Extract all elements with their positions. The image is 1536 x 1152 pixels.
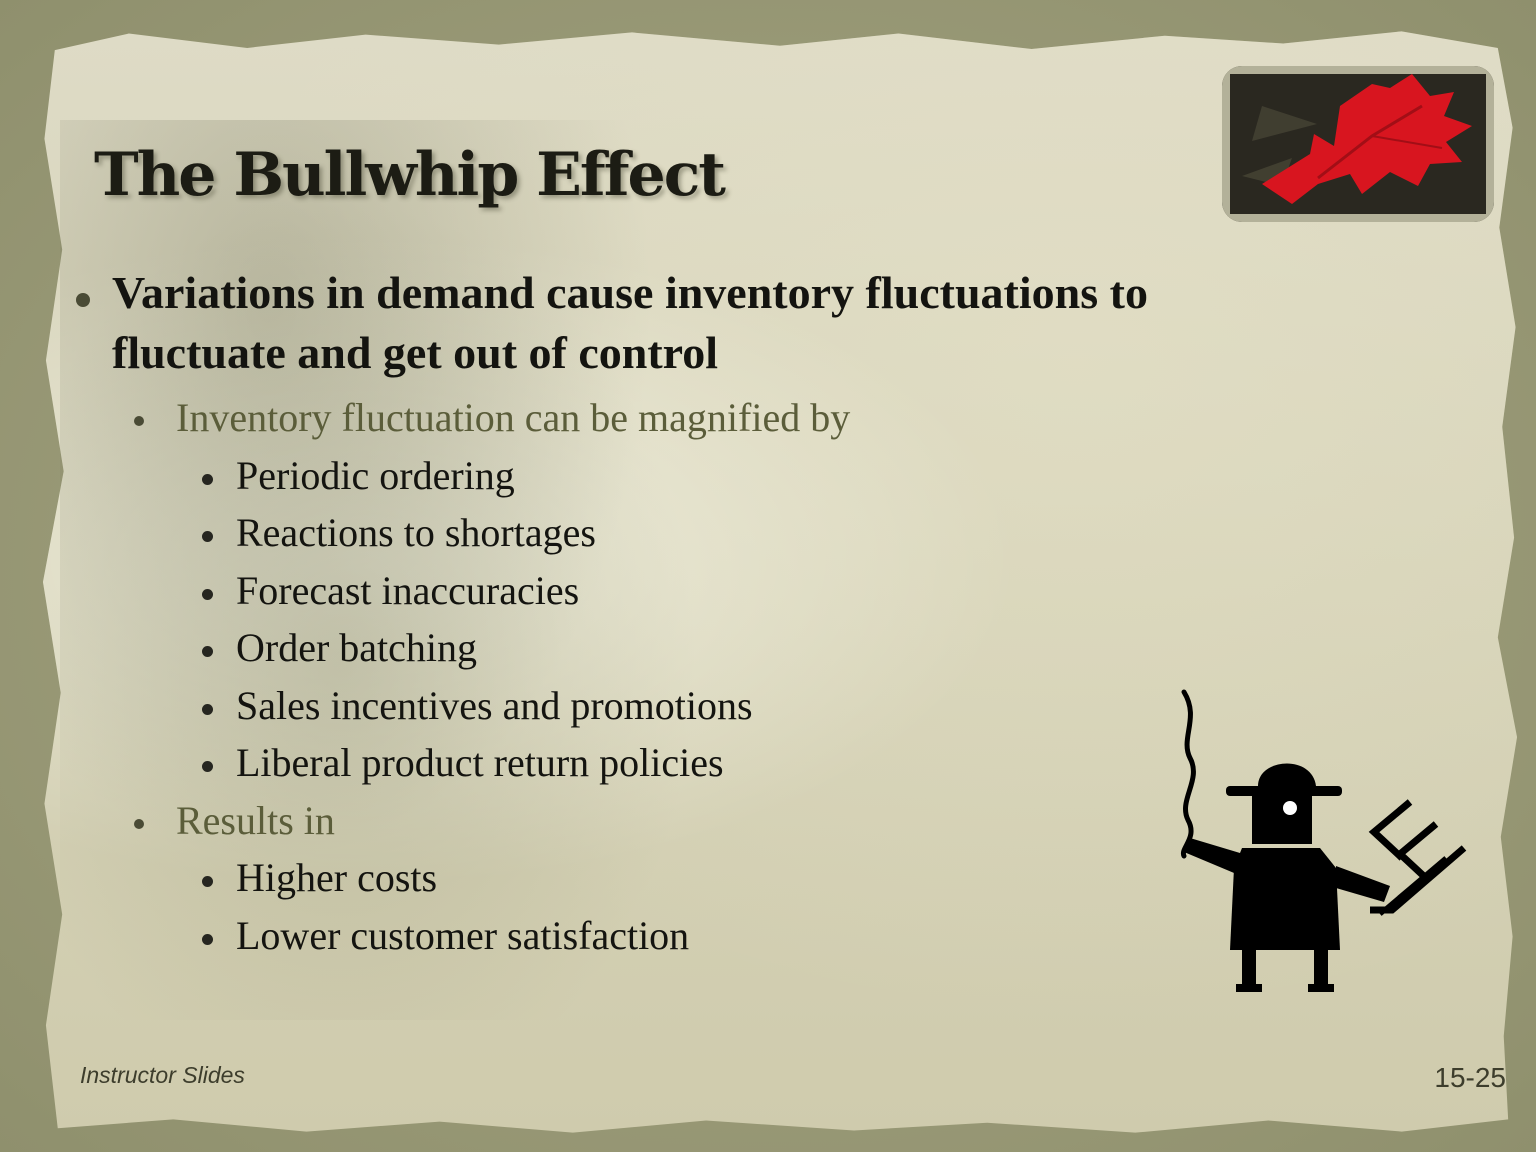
bullet-dot xyxy=(76,293,90,307)
list-item: Reactions to shortages xyxy=(236,510,596,555)
bullet-dot xyxy=(202,761,213,772)
slide-title: The Bullwhip Effect xyxy=(94,140,726,210)
bullet-dot xyxy=(134,416,144,426)
list-item: Sales incentives and promotions xyxy=(236,683,753,728)
list-item: Higher costs xyxy=(236,855,438,900)
bullet-dot xyxy=(202,934,213,945)
list-item: Periodic ordering xyxy=(236,453,515,498)
main-bullet-line-2: fluctuate and get out of control xyxy=(112,327,719,378)
bullet-dot xyxy=(202,531,213,542)
list-item: Order batching xyxy=(236,625,478,670)
red-leaf-photo xyxy=(1222,66,1494,222)
list-item: Forecast inaccuracies xyxy=(236,568,580,613)
bullet-dot xyxy=(134,819,144,829)
bullet-dot xyxy=(202,646,213,657)
main-bullet-line-1: Variations in demand cause inventory flu… xyxy=(112,267,1148,318)
sub-bullet-results: Results in xyxy=(176,798,335,843)
bullet-dot xyxy=(202,474,213,485)
slide-number: 15-25 xyxy=(1434,1062,1506,1093)
bullwhip-man-figure xyxy=(1170,688,1470,998)
bullet-dot xyxy=(202,876,213,887)
list-item: Liberal product return policies xyxy=(236,740,724,785)
bullet-dot xyxy=(202,589,213,600)
sub-bullet-magnified: Inventory fluctuation can be magnified b… xyxy=(176,395,851,440)
footer-label: Instructor Slides xyxy=(80,1062,245,1088)
list-item: Lower customer satisfaction xyxy=(236,913,690,958)
bullet-dot xyxy=(202,704,213,715)
